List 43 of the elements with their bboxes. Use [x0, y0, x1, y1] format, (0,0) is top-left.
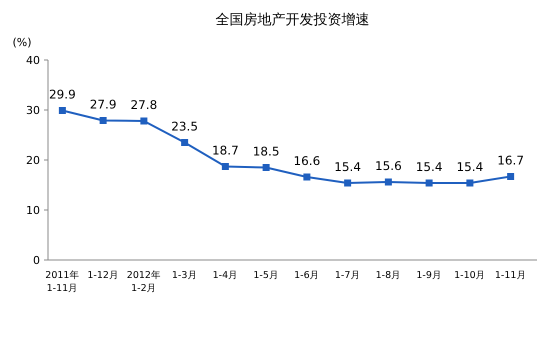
data-label: 15.4: [416, 160, 442, 174]
y-tick-label: 0: [33, 254, 40, 267]
y-tick-label: 20: [26, 154, 40, 167]
point: [262, 164, 270, 171]
x-tick-label: 1-3月: [172, 270, 198, 281]
x-tick-label: 1-6月: [294, 270, 320, 281]
point: [222, 163, 229, 170]
point: [384, 178, 392, 186]
x-tick-label: 1-12月: [87, 270, 119, 281]
point: [140, 118, 148, 124]
x-tick-label: 1-11月: [494, 270, 526, 281]
data-label: 23.5: [171, 120, 198, 134]
x-tick-label: 1-9月: [416, 270, 442, 281]
data-label: 27.8: [130, 98, 158, 112]
point: [507, 173, 514, 180]
data-label: 18.5: [252, 144, 280, 158]
chart-title: 全国房地产开发投资增速: [216, 12, 370, 28]
point: [181, 139, 188, 146]
point: [344, 180, 352, 186]
point: [100, 117, 107, 124]
point: [426, 180, 433, 186]
x-tick-label: 1-10月: [454, 270, 486, 281]
y-tick-label: 10: [26, 204, 40, 217]
data-label: 15.4: [334, 160, 361, 174]
data-label: 15.4: [456, 160, 484, 174]
y-axis-title: (%): [12, 36, 32, 49]
data-label: 18.7: [212, 144, 239, 158]
point: [58, 107, 66, 114]
data-label: 27.9: [90, 98, 116, 112]
y-tick-label: 40: [26, 54, 40, 67]
data-label: 15.6: [375, 159, 402, 173]
x-tick-label: 1-4月: [212, 270, 238, 281]
x-tick-label: 2011年 1-11月: [45, 269, 80, 294]
data-label: 16.6: [294, 154, 320, 168]
data-label: 29.9: [49, 88, 76, 102]
data-label: 16.7: [497, 154, 524, 168]
x-tick-label: 1-5月: [253, 270, 279, 281]
x-tick-label: 2012年 1-2月: [126, 269, 161, 294]
y-tick-label: 30: [26, 104, 40, 117]
point: [303, 174, 310, 180]
x-tick-label: 1-8月: [376, 270, 402, 281]
x-tick-label: 1-7月: [334, 270, 360, 281]
point: [466, 180, 474, 186]
